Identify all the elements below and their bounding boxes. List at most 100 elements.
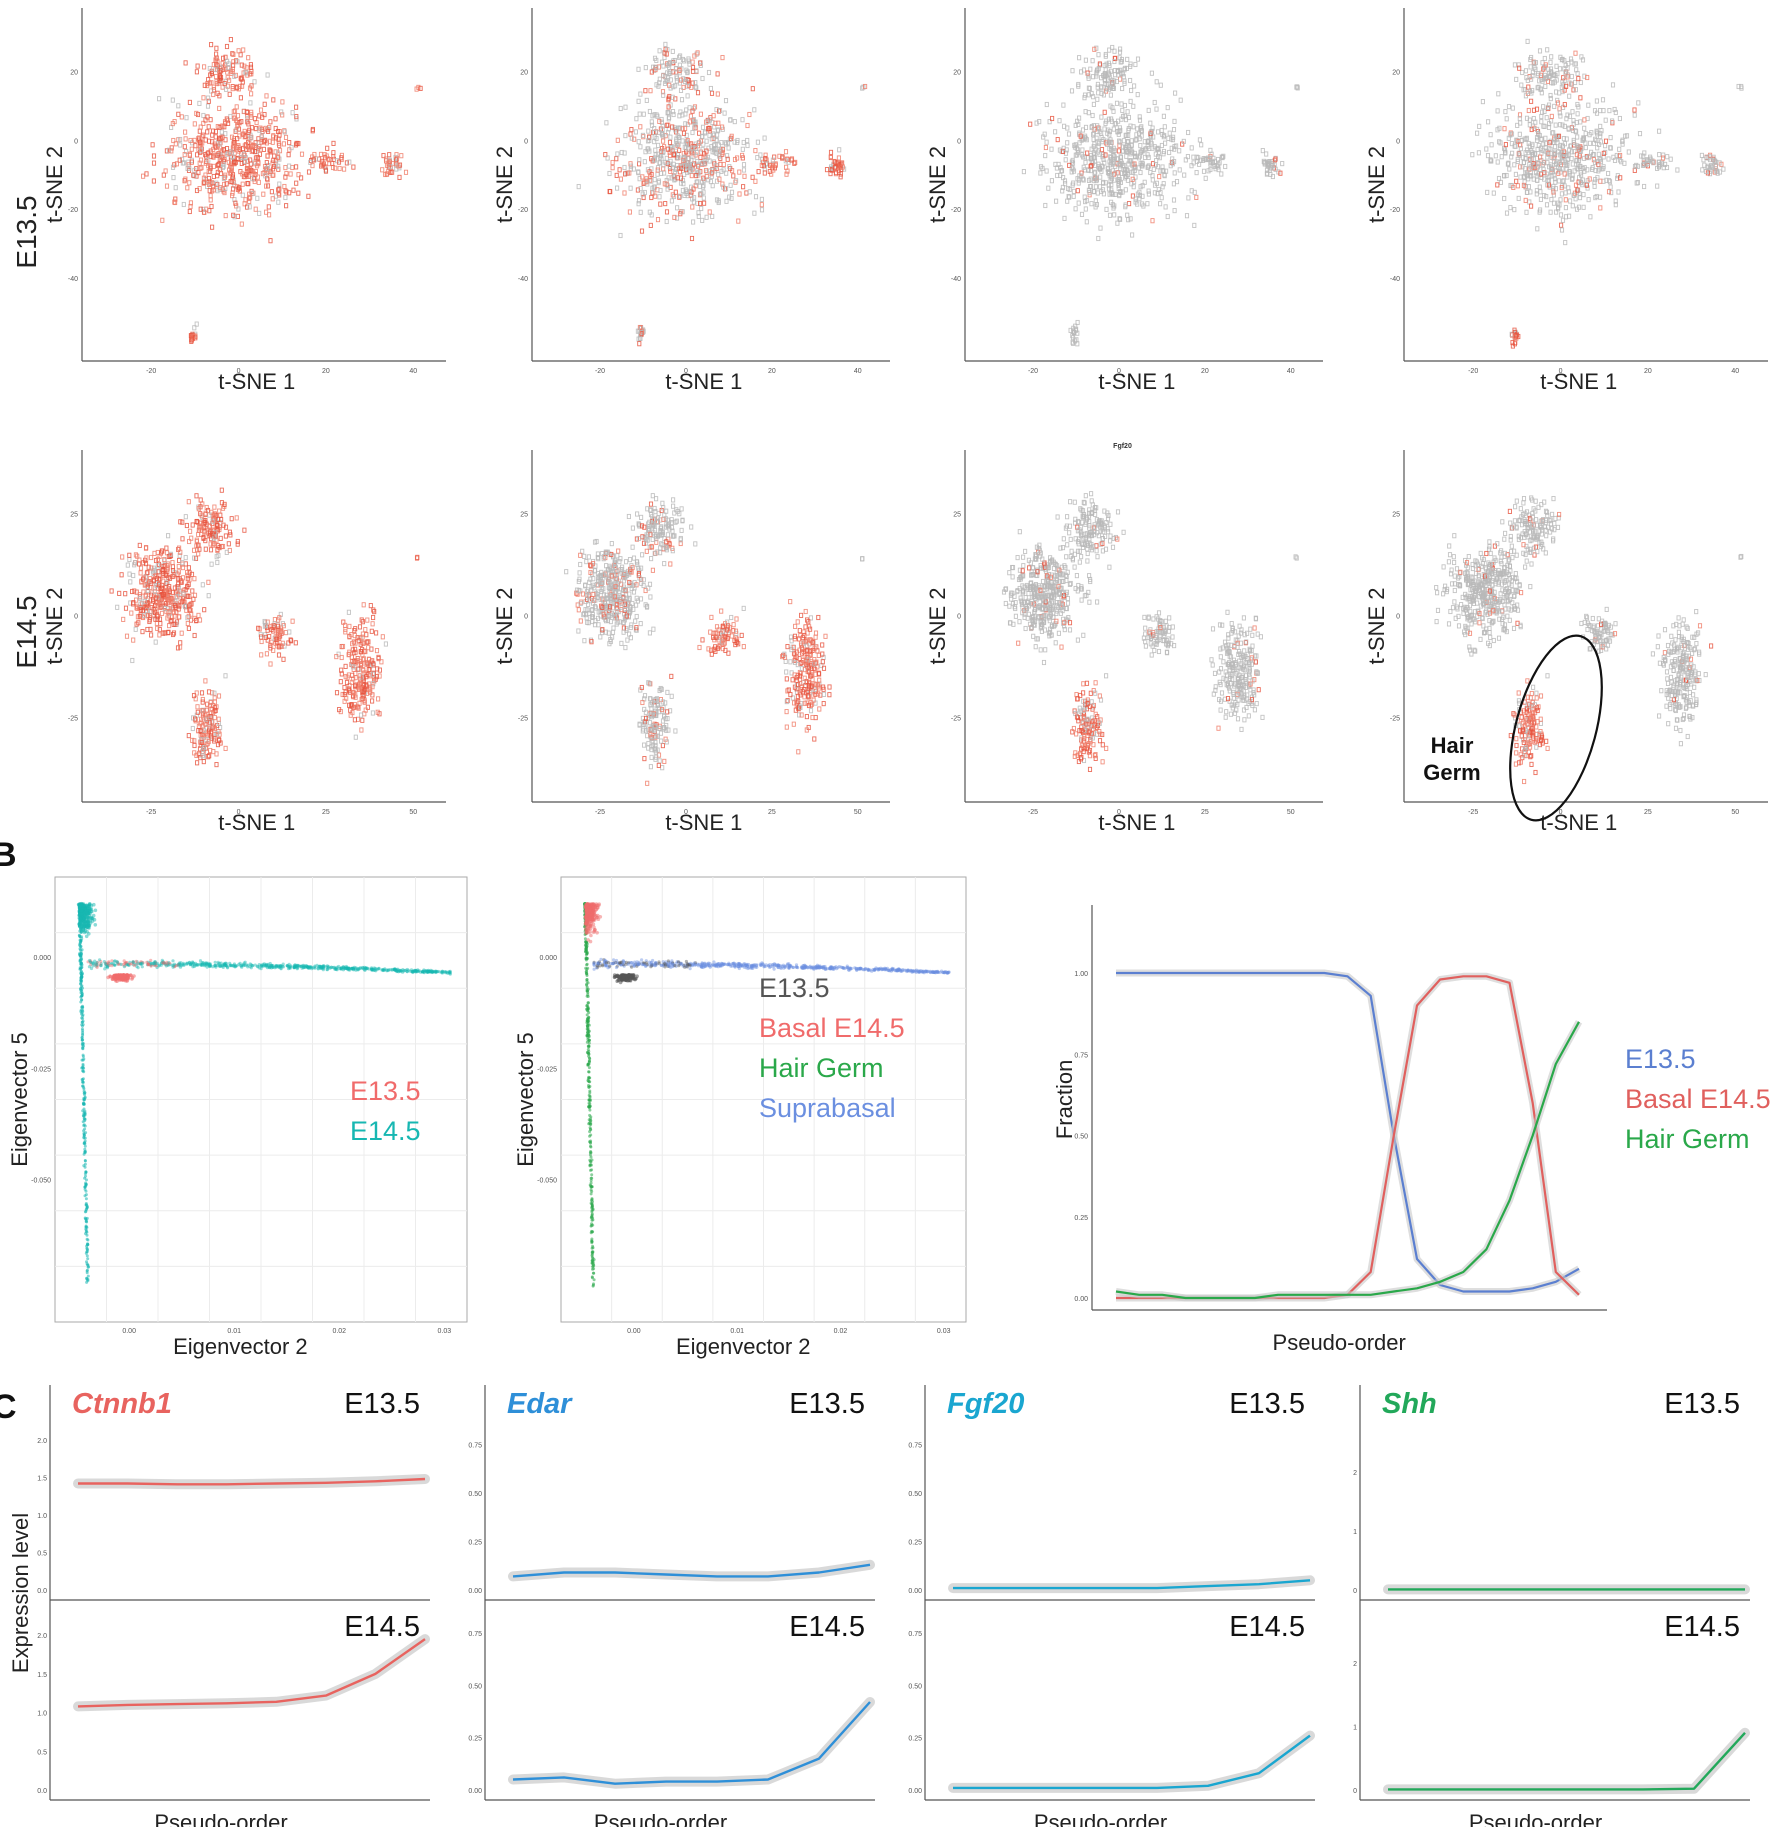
tsne-point xyxy=(664,209,670,215)
tsne-point xyxy=(690,129,695,136)
tsne-point xyxy=(677,147,682,153)
tsne-point xyxy=(206,579,211,585)
tsne-point xyxy=(669,673,674,679)
tsne-point xyxy=(1125,56,1130,62)
tsne-point xyxy=(1114,100,1120,106)
tsne-point xyxy=(719,140,724,146)
tsne-point xyxy=(750,86,755,92)
tsne-point xyxy=(211,163,216,169)
tsne-point xyxy=(622,190,627,196)
tsne-point xyxy=(1066,131,1072,137)
tsne-point xyxy=(1470,152,1475,158)
tsne-point xyxy=(1721,166,1726,172)
tsne-point xyxy=(610,165,615,171)
tsne-point xyxy=(311,157,316,163)
tsne-point xyxy=(677,54,682,60)
tsne-point xyxy=(725,156,730,162)
tsne-point xyxy=(231,179,236,186)
tsne-point xyxy=(665,186,670,192)
y-tick-label: 0 xyxy=(1396,138,1400,145)
tsne-point xyxy=(159,610,165,616)
tsne-point xyxy=(173,141,178,147)
tsne-point xyxy=(1138,169,1143,176)
tsne-point xyxy=(1107,212,1113,218)
tsne-point xyxy=(203,117,208,123)
tsne-point xyxy=(241,70,246,76)
tsne-point xyxy=(208,117,213,123)
tsne-point xyxy=(289,145,294,151)
tsne-point xyxy=(709,614,714,620)
tsne-point xyxy=(262,112,267,118)
tsne-point xyxy=(638,209,643,215)
tsne-point xyxy=(618,232,623,239)
tsne-point xyxy=(203,152,208,158)
tsne-point xyxy=(1191,160,1196,166)
tsne-point xyxy=(187,180,192,186)
tsne-point xyxy=(736,218,741,224)
tsne-point xyxy=(1563,240,1568,246)
tsne-point xyxy=(724,198,729,204)
tsne-point xyxy=(244,65,249,71)
tsne-point xyxy=(310,163,315,169)
tsne-point xyxy=(198,206,203,212)
tsne-point xyxy=(1552,103,1557,109)
tsne-point xyxy=(374,630,379,636)
tsne-point xyxy=(276,652,282,658)
tsne-point xyxy=(1201,168,1207,174)
tsne-point xyxy=(1116,148,1121,154)
tsne-point xyxy=(655,167,660,173)
tsne-point xyxy=(677,194,682,200)
tsne-point xyxy=(1146,154,1151,160)
tsne-point xyxy=(235,59,240,65)
tsne-point xyxy=(381,153,386,159)
tsne-point xyxy=(188,137,193,144)
tsne-point xyxy=(658,148,664,154)
tsne-point xyxy=(674,215,680,221)
tsne-point xyxy=(701,195,706,201)
tsne-point xyxy=(237,185,242,191)
tsne-point xyxy=(1197,137,1202,143)
tsne-point xyxy=(158,621,163,627)
tsne-point xyxy=(650,567,655,573)
tsne-point xyxy=(240,192,245,198)
tsne-point xyxy=(130,657,135,664)
tsne-point xyxy=(1480,99,1485,105)
tsne-point xyxy=(649,194,654,201)
tsne-point xyxy=(1591,157,1596,163)
tsne-point xyxy=(188,200,193,206)
y-tick-label: -40 xyxy=(951,276,961,283)
tsne-point xyxy=(1083,109,1088,115)
tsne-point xyxy=(200,582,205,588)
tsne-point xyxy=(699,205,704,212)
tsne-point xyxy=(638,186,643,192)
tsne-point xyxy=(276,199,281,205)
tsne-point xyxy=(190,725,195,732)
tsne-point xyxy=(750,174,755,180)
tsne-point xyxy=(250,142,255,148)
tsne-point xyxy=(181,201,186,208)
tsne-point xyxy=(1548,59,1553,65)
tsne-point xyxy=(1626,149,1631,155)
panel-letter-c: C xyxy=(0,1388,17,1426)
tsne-point xyxy=(1132,83,1137,89)
tsne-point xyxy=(231,59,236,65)
tsne-point xyxy=(669,693,674,699)
tsne-point xyxy=(1129,87,1134,94)
tsne-point xyxy=(707,133,712,139)
tsne-point xyxy=(1572,168,1577,174)
tsne-point xyxy=(194,321,199,327)
tsne-point xyxy=(388,169,393,175)
tsne-point xyxy=(268,119,273,125)
tsne-point xyxy=(719,168,724,174)
tsne-point xyxy=(1516,195,1521,201)
tsne-point xyxy=(650,113,655,119)
tsne-point xyxy=(186,162,191,168)
tsne-point xyxy=(232,73,237,79)
tsne-point xyxy=(1622,160,1627,166)
tsne-point xyxy=(745,142,750,149)
tsne-point xyxy=(150,142,155,148)
tsne-point xyxy=(715,71,720,77)
tsne-point xyxy=(242,527,247,533)
tsne-point xyxy=(1071,188,1076,194)
